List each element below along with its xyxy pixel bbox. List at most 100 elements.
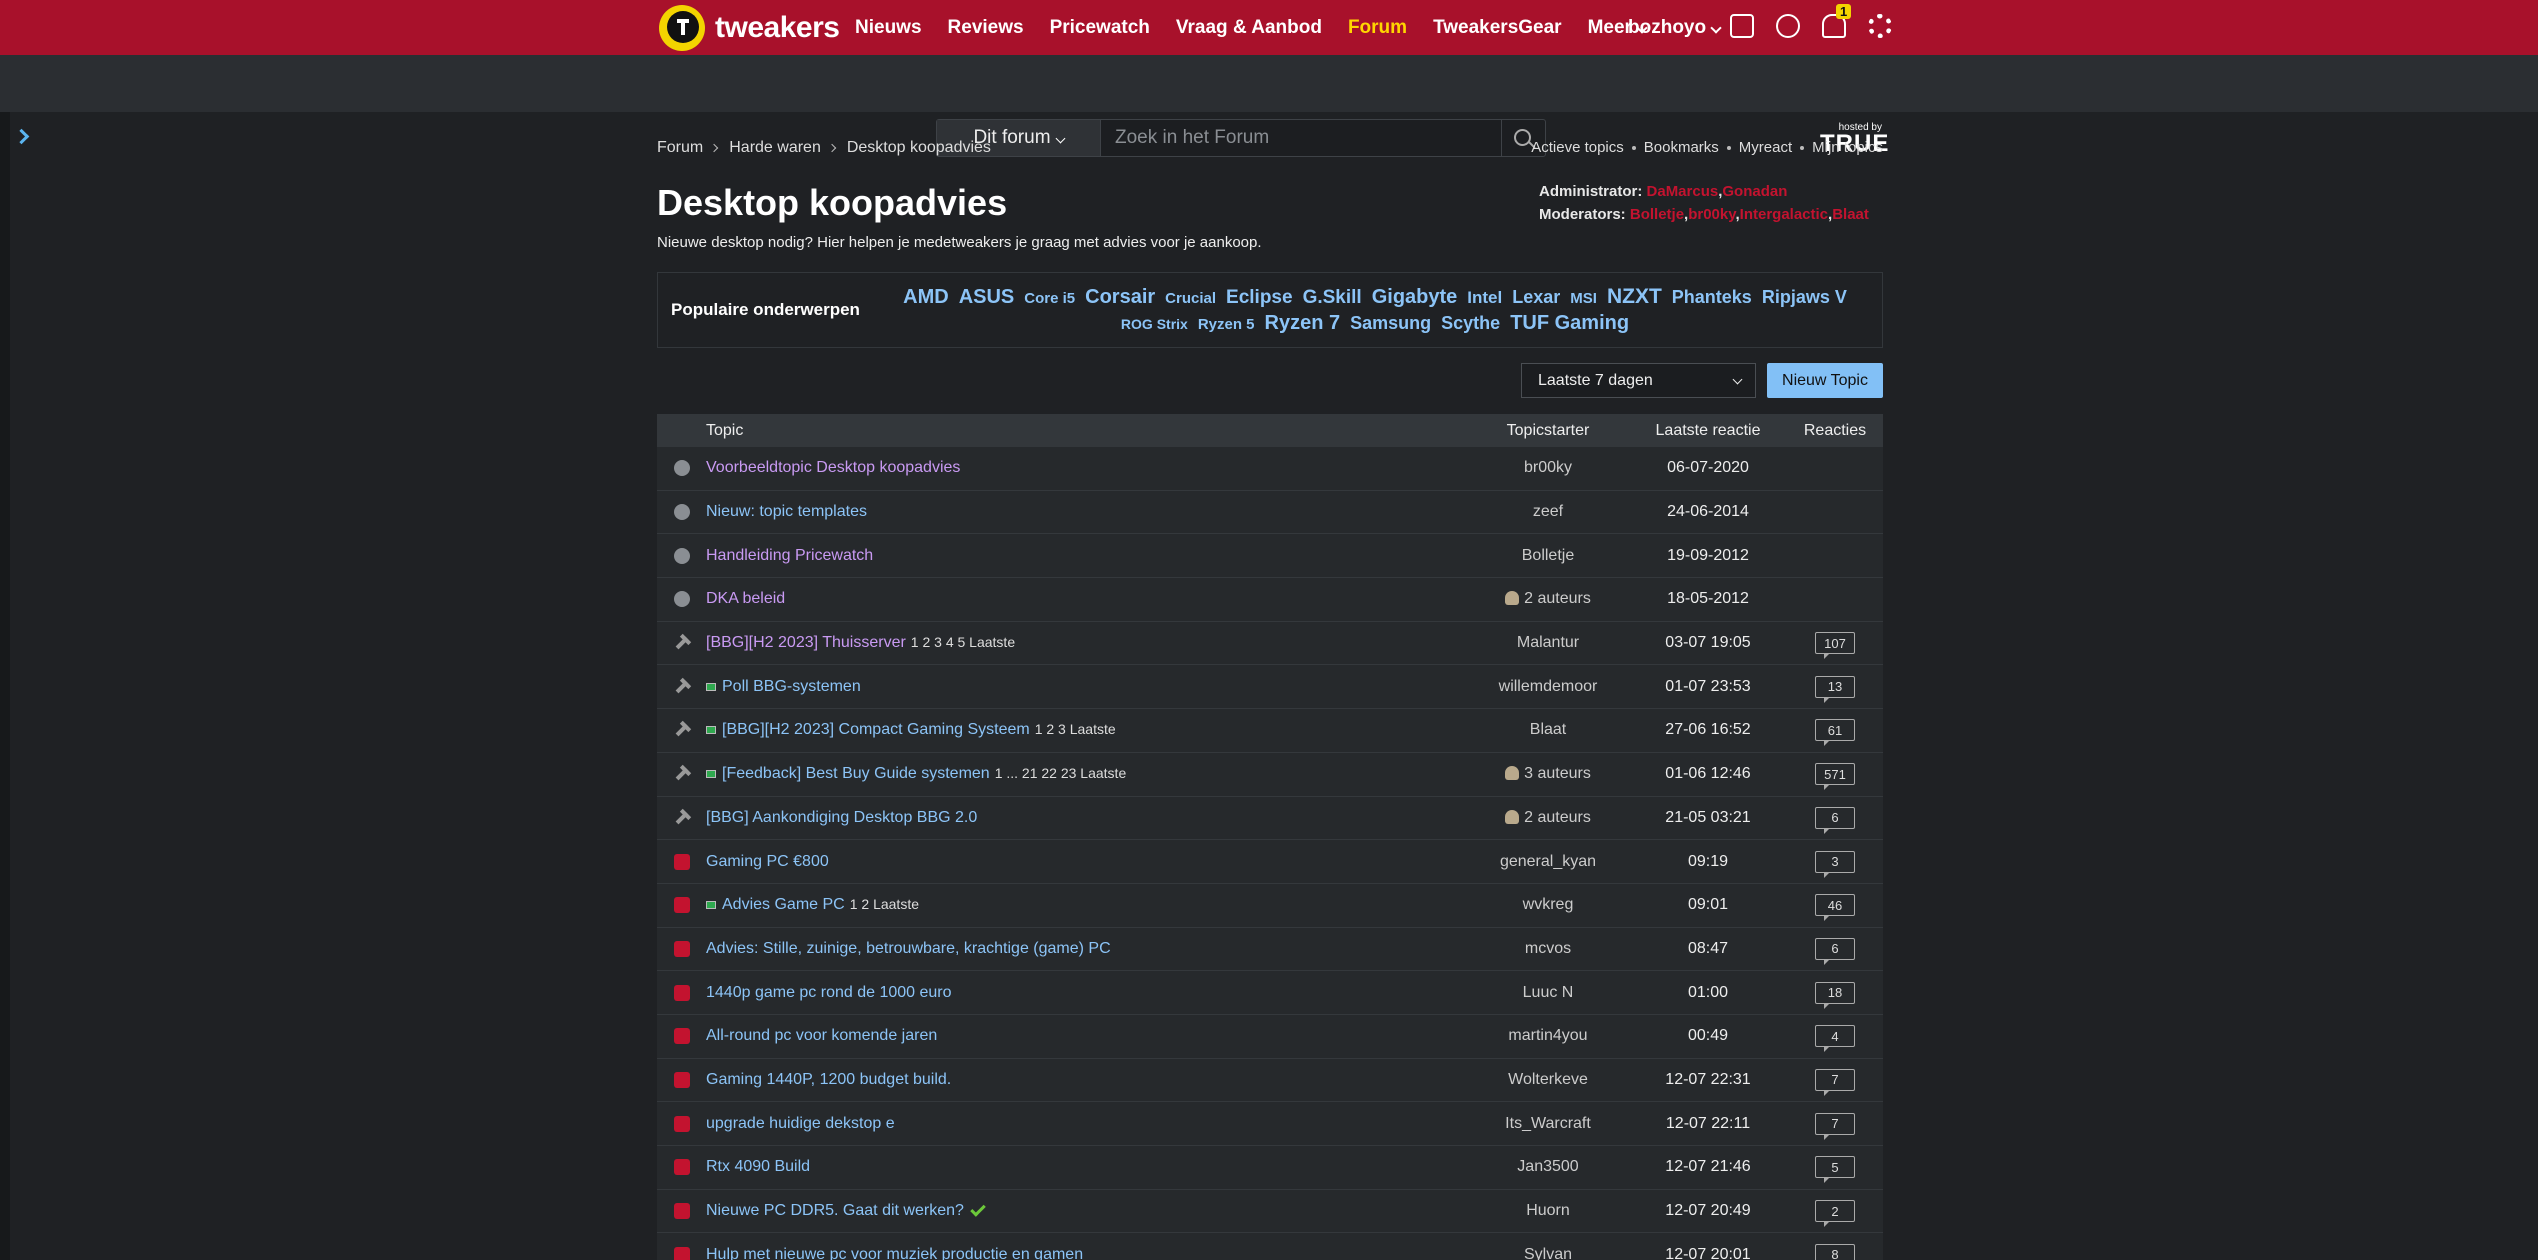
topic-starter[interactable]: Bolletje: [1521, 546, 1575, 564]
page-links[interactable]: 1 2 3 Laatste: [1034, 721, 1116, 738]
last-reply[interactable]: 01:00: [1687, 983, 1729, 1001]
last-reply[interactable]: 21-05 03:21: [1665, 808, 1751, 826]
last-reply[interactable]: 09:01: [1687, 896, 1729, 914]
last-reply[interactable]: 01-07 23:53: [1665, 677, 1751, 695]
tag[interactable]: Samsung: [1350, 312, 1432, 333]
topic-title[interactable]: Gaming PC €800: [706, 852, 829, 870]
crumb[interactable]: Desktop koopadvies: [846, 139, 991, 156]
nav-item[interactable]: Forum: [1347, 16, 1408, 38]
tag[interactable]: Phanteks: [1671, 286, 1752, 307]
topic-title[interactable]: Advies Game PC: [722, 896, 845, 914]
tag[interactable]: Ripjaws V: [1761, 286, 1847, 307]
staff-name[interactable]: Blaat: [1832, 206, 1869, 223]
tag[interactable]: TUF Gaming: [1510, 311, 1630, 334]
topic-title[interactable]: Handleiding Pricewatch: [706, 546, 874, 564]
topic-starter[interactable]: Sylvan: [1523, 1245, 1573, 1260]
nav-item[interactable]: Reviews: [947, 16, 1024, 38]
last-reply[interactable]: 01-06 12:46: [1665, 765, 1751, 783]
tag[interactable]: Corsair: [1085, 285, 1156, 308]
staff-name[interactable]: br00ky: [1688, 206, 1736, 223]
staff-name[interactable]: Bolletje: [1629, 206, 1685, 223]
topic-starter[interactable]: Blaat: [1529, 721, 1567, 739]
last-reply[interactable]: 08:47: [1687, 939, 1729, 957]
tag[interactable]: Crucial: [1165, 289, 1217, 307]
nav-item[interactable]: Pricewatch: [1049, 16, 1150, 38]
logo[interactable]: tweakers: [659, 3, 840, 53]
tag[interactable]: ASUS: [958, 285, 1015, 308]
logo-text[interactable]: tweakers: [715, 11, 840, 44]
staff-name[interactable]: Gonadan: [1722, 183, 1788, 200]
nav-item[interactable]: Nieuws: [855, 16, 922, 38]
topic-title[interactable]: Advies: Stille, zuinige, betrouwbare, kr…: [706, 939, 1111, 957]
topic-starter[interactable]: wvkreg: [1522, 896, 1574, 914]
search-input[interactable]: Zoek in het Forum: [1101, 120, 1501, 156]
search-scope[interactable]: Dit forum: [937, 120, 1101, 156]
topic-starter[interactable]: martin4you: [1508, 1027, 1588, 1045]
nav-item[interactable]: Vraag & Aanbod: [1175, 16, 1322, 38]
last-reply[interactable]: 27-06 16:52: [1665, 721, 1751, 739]
crumb[interactable]: Harde waren: [729, 139, 821, 156]
topic-starter[interactable]: mcvos: [1524, 939, 1572, 957]
last-reply[interactable]: 12-07 22:11: [1665, 1114, 1751, 1132]
crumb[interactable]: Forum: [657, 139, 704, 156]
tag[interactable]: Scythe: [1441, 312, 1501, 333]
nav-item[interactable]: TweakersGear: [1433, 16, 1562, 38]
tag[interactable]: G.Skill: [1302, 286, 1362, 308]
username[interactable]: bozhoyo: [1628, 16, 1707, 38]
messages-icon[interactable]: [1776, 14, 1800, 38]
last-reply[interactable]: 06-07-2020: [1667, 459, 1749, 477]
topic-starter[interactable]: Huorn: [1526, 1202, 1570, 1220]
topic-starter[interactable]: 2 auteurs: [1524, 590, 1591, 608]
tag[interactable]: MSI: [1570, 289, 1597, 307]
nav-item[interactable]: Meer: [1587, 16, 1632, 38]
topic-starter[interactable]: Jan3500: [1517, 1158, 1579, 1176]
tag[interactable]: AMD: [903, 285, 949, 308]
tag[interactable]: Core i5: [1024, 289, 1076, 307]
list-icon[interactable]: [1730, 14, 1754, 38]
last-reply[interactable]: 12-07 21:46: [1665, 1158, 1751, 1176]
quick-link[interactable]: Myreact: [1738, 139, 1793, 156]
tag[interactable]: Intel: [1467, 287, 1503, 307]
tag[interactable]: Ryzen 7: [1264, 311, 1341, 334]
tag[interactable]: Lexar: [1512, 286, 1561, 307]
tag[interactable]: Eclipse: [1226, 286, 1293, 308]
topic-title[interactable]: upgrade huidige dekstop e: [706, 1114, 895, 1132]
settings-icon[interactable]: [1868, 14, 1892, 38]
staff-name[interactable]: Intergalactic: [1739, 206, 1829, 223]
last-reply[interactable]: 12-07 20:01: [1665, 1245, 1751, 1260]
topic-starter[interactable]: 2 auteurs: [1524, 808, 1591, 826]
tag[interactable]: Ryzen 5: [1197, 315, 1255, 333]
topic-title[interactable]: Nieuwe PC DDR5. Gaat dit werken?: [706, 1202, 964, 1220]
topic-title[interactable]: Poll BBG-systemen: [722, 677, 861, 695]
topic-starter[interactable]: Malantur: [1516, 634, 1580, 652]
topic-title[interactable]: [BBG][H2 2023] Compact Gaming Systeem: [722, 721, 1030, 739]
notifications-icon[interactable]: 1: [1822, 4, 1852, 38]
quick-link[interactable]: Mijn topics: [1812, 139, 1883, 156]
topic-starter[interactable]: general_kyan: [1499, 852, 1597, 870]
topic-title[interactable]: [BBG][H2 2023] Thuisserver: [706, 634, 906, 652]
last-reply[interactable]: 12-07 20:49: [1665, 1202, 1751, 1220]
last-reply[interactable]: 24-06-2014: [1667, 503, 1749, 521]
topic-title[interactable]: Hulp met nieuwe pc voor muziek productie…: [706, 1245, 1084, 1260]
topic-starter[interactable]: 3 auteurs: [1524, 765, 1591, 783]
page-links[interactable]: 1 ... 21 22 23 Laatste: [994, 765, 1127, 782]
topic-title[interactable]: Nieuw: topic templates: [706, 503, 867, 521]
search-button[interactable]: [1501, 120, 1545, 156]
topic-starter[interactable]: Luuc N: [1522, 983, 1574, 1001]
topic-title[interactable]: [Feedback] Best Buy Guide systemen: [722, 765, 990, 783]
topic-title[interactable]: Voorbeeldtopic Desktop koopadvies: [706, 459, 961, 477]
quick-link[interactable]: Bookmarks: [1643, 139, 1719, 156]
staff-name[interactable]: DaMarcus: [1646, 183, 1719, 200]
user-menu[interactable]: bozhoyo: [1628, 0, 1722, 55]
topic-title[interactable]: [BBG] Aankondiging Desktop BBG 2.0: [706, 808, 978, 826]
new-topic-button[interactable]: Nieuw Topic: [1767, 363, 1883, 398]
page-links[interactable]: 1 2 3 4 5 Laatste: [910, 634, 1016, 651]
topic-starter[interactable]: Its_Warcraft: [1505, 1114, 1591, 1132]
tag[interactable]: ROG Strix: [1120, 315, 1188, 332]
topic-starter[interactable]: br00ky: [1523, 459, 1573, 477]
tag[interactable]: NZXT: [1606, 284, 1662, 308]
topic-starter[interactable]: willemdemoor: [1498, 677, 1598, 695]
topic-title[interactable]: Rtx 4090 Build: [706, 1158, 811, 1176]
quick-link[interactable]: Actieve topics: [1531, 139, 1624, 156]
topic-title[interactable]: 1440p game pc rond de 1000 euro: [706, 983, 952, 1001]
